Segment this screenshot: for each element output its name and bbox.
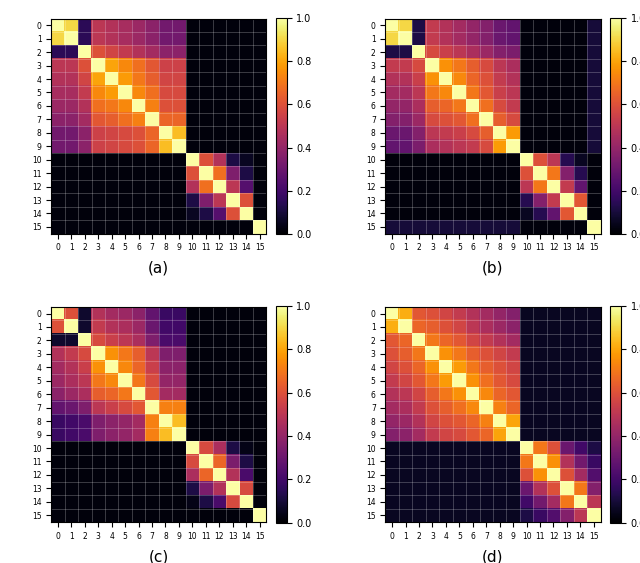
X-axis label: (d): (d)	[483, 549, 504, 563]
X-axis label: (a): (a)	[148, 261, 170, 276]
X-axis label: (c): (c)	[148, 549, 169, 563]
X-axis label: (b): (b)	[483, 261, 504, 276]
